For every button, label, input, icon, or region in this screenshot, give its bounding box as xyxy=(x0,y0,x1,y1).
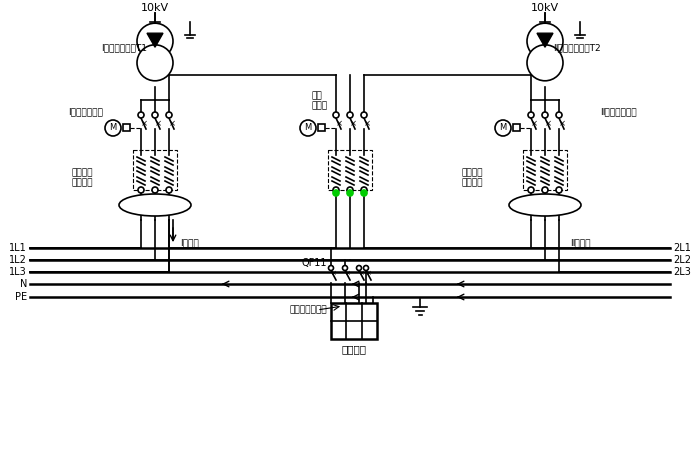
Circle shape xyxy=(333,187,339,193)
Circle shape xyxy=(152,187,158,193)
Circle shape xyxy=(361,190,367,196)
Circle shape xyxy=(361,112,367,118)
Text: I段电力变压器T1: I段电力变压器T1 xyxy=(101,44,147,52)
Circle shape xyxy=(363,265,368,270)
Circle shape xyxy=(361,187,367,193)
Text: 10kV: 10kV xyxy=(141,3,169,13)
Text: 2L1: 2L1 xyxy=(673,243,691,253)
Text: I段母线: I段母线 xyxy=(180,238,199,248)
Polygon shape xyxy=(147,33,163,47)
Text: Ⅱ段母线: Ⅱ段母线 xyxy=(570,238,591,248)
Text: 用电设备: 用电设备 xyxy=(342,344,367,354)
Circle shape xyxy=(347,112,353,118)
Text: M: M xyxy=(109,124,117,132)
Circle shape xyxy=(137,45,173,81)
Text: ×: × xyxy=(363,119,370,129)
Circle shape xyxy=(105,120,121,136)
Ellipse shape xyxy=(509,194,581,216)
Text: N: N xyxy=(20,279,27,289)
Circle shape xyxy=(528,187,534,193)
Text: ×: × xyxy=(141,119,148,129)
Circle shape xyxy=(138,112,144,118)
Text: ×: × xyxy=(358,270,364,276)
Circle shape xyxy=(495,120,511,136)
Circle shape xyxy=(328,265,333,270)
Circle shape xyxy=(556,187,562,193)
Text: 1L1: 1L1 xyxy=(9,243,27,253)
Circle shape xyxy=(333,112,339,118)
Bar xyxy=(523,150,567,190)
Text: 1L3: 1L3 xyxy=(9,267,27,277)
Polygon shape xyxy=(537,33,553,47)
Text: ×: × xyxy=(365,270,371,276)
Text: 接地故障
电流检测: 接地故障 电流检测 xyxy=(71,168,93,188)
Bar xyxy=(123,124,130,131)
Text: ×: × xyxy=(545,119,552,129)
Text: 接地故障
电流检测: 接地故障 电流检测 xyxy=(461,168,483,188)
Text: 2L3: 2L3 xyxy=(673,267,691,277)
Bar xyxy=(318,124,325,131)
Text: PE: PE xyxy=(15,292,27,302)
Bar xyxy=(331,303,377,339)
Text: 1L2: 1L2 xyxy=(9,255,27,265)
Text: 2L2: 2L2 xyxy=(673,255,691,265)
Bar xyxy=(328,150,372,190)
Circle shape xyxy=(527,23,563,59)
Text: ×: × xyxy=(344,270,350,276)
Circle shape xyxy=(347,187,353,193)
Circle shape xyxy=(300,120,316,136)
Circle shape xyxy=(166,112,172,118)
Text: QF11: QF11 xyxy=(302,258,327,268)
Circle shape xyxy=(347,190,353,196)
Circle shape xyxy=(342,265,347,270)
Circle shape xyxy=(356,265,361,270)
Text: ×: × xyxy=(349,119,356,129)
Text: Ⅱ段电力变压器T2: Ⅱ段电力变压器T2 xyxy=(553,44,601,52)
Ellipse shape xyxy=(119,194,191,216)
Text: 母联: 母联 xyxy=(312,92,323,100)
Text: Ⅱ段进线断路器: Ⅱ段进线断路器 xyxy=(600,107,636,117)
Circle shape xyxy=(556,112,562,118)
Bar xyxy=(133,150,177,190)
Text: ×: × xyxy=(330,270,336,276)
Text: 单相接地故障点: 单相接地故障点 xyxy=(290,306,328,314)
Circle shape xyxy=(542,112,548,118)
Text: ×: × xyxy=(559,119,566,129)
Text: M: M xyxy=(499,124,507,132)
Text: I段进线断路器: I段进线断路器 xyxy=(68,107,103,117)
Text: ×: × xyxy=(169,119,176,129)
Circle shape xyxy=(137,23,173,59)
Text: ×: × xyxy=(335,119,342,129)
Circle shape xyxy=(166,187,172,193)
Circle shape xyxy=(528,112,534,118)
Text: 断路器: 断路器 xyxy=(312,101,328,111)
Circle shape xyxy=(138,187,144,193)
Text: M: M xyxy=(304,124,312,132)
Text: ×: × xyxy=(155,119,162,129)
Circle shape xyxy=(542,187,548,193)
Text: 10kV: 10kV xyxy=(531,3,559,13)
Circle shape xyxy=(527,45,563,81)
Text: ×: × xyxy=(531,119,538,129)
Circle shape xyxy=(152,112,158,118)
Bar xyxy=(513,124,520,131)
Circle shape xyxy=(333,190,339,196)
